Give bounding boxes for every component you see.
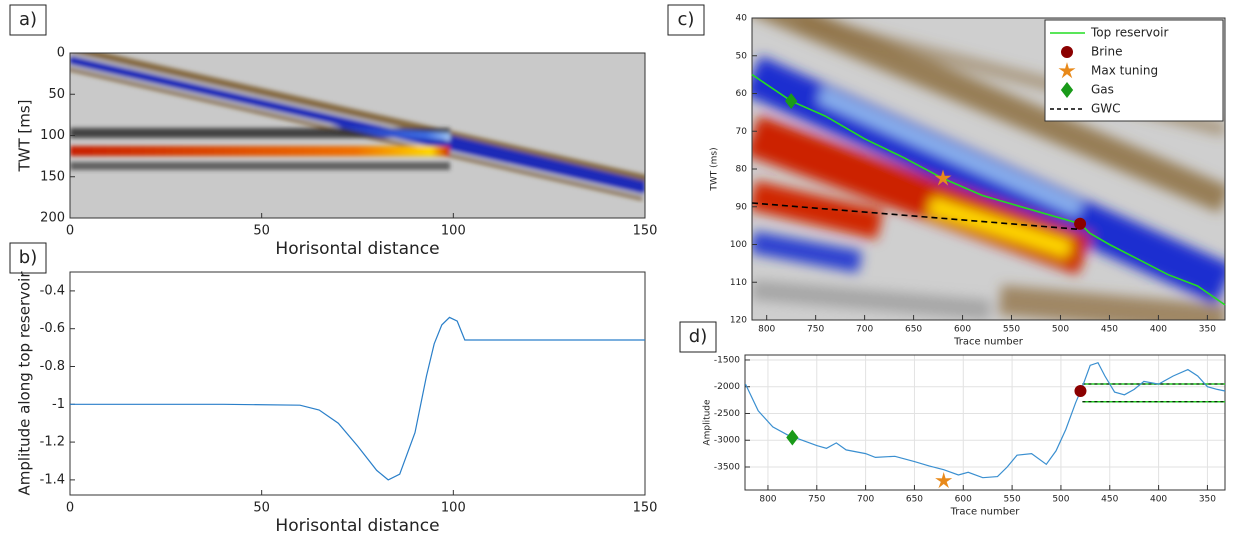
x-tick-label: 650	[905, 325, 922, 335]
series-line	[744, 361, 1226, 479]
plot-frame	[744, 354, 1226, 491]
y-tick-label: 40	[736, 14, 748, 24]
x-tick-label: 0	[66, 501, 74, 516]
y-tick-label: -2000	[714, 382, 740, 392]
y-tick-label: -1	[52, 397, 65, 412]
x-tick-label: 750	[808, 495, 825, 505]
panel-label-box	[667, 4, 705, 36]
x-tick-label: 500	[1052, 325, 1069, 335]
y-tick-label: -3000	[714, 436, 740, 446]
plot-frame	[69, 271, 646, 496]
x-tick-label: 650	[906, 495, 923, 505]
y-axis-label: TWT (ms)	[710, 147, 720, 191]
x-tick-label: 550	[1003, 325, 1020, 335]
x-tick-label: 350	[1199, 325, 1216, 335]
y-tick-label: 0	[57, 46, 65, 61]
marker	[1074, 385, 1087, 398]
x-axis-label: Horisontal distance	[275, 516, 439, 536]
marker	[786, 429, 799, 446]
legend-label: Top reservoir	[1090, 26, 1168, 40]
x-tick-label: 550	[1004, 495, 1021, 505]
legend-marker	[1058, 62, 1076, 79]
x-tick-label: 600	[955, 495, 972, 505]
panel-label: b)	[19, 247, 37, 268]
x-tick-label: 0	[66, 224, 74, 239]
legend-marker	[1060, 82, 1074, 98]
x-tick-label: 100	[441, 501, 466, 516]
panel-label-box	[679, 321, 717, 353]
legend-label: Max tuning	[1091, 64, 1158, 78]
legend-box	[1044, 19, 1224, 122]
seismic-image	[752, 18, 1225, 320]
y-tick-label: 200	[40, 211, 65, 226]
y-tick-label: 70	[736, 127, 748, 137]
x-tick-label: 800	[758, 325, 775, 335]
series-line	[751, 202, 1081, 231]
marker	[935, 471, 953, 489]
y-tick-label: 80	[736, 165, 748, 175]
x-tick-label: 750	[807, 325, 824, 335]
x-tick-label: 450	[1101, 495, 1118, 505]
x-tick-label: 450	[1101, 325, 1118, 335]
marker	[785, 93, 798, 110]
legend-marker	[1061, 46, 1073, 58]
y-tick-label: 110	[730, 278, 747, 288]
y-tick-label: -1500	[714, 355, 740, 365]
x-tick-label: 800	[759, 495, 776, 505]
y-tick-label: 120	[730, 316, 747, 326]
x-tick-label: 100	[441, 224, 466, 239]
y-tick-label: 50	[736, 51, 748, 61]
y-tick-label: 60	[736, 89, 748, 99]
series-line	[751, 73, 1226, 306]
y-axis-label: TWT [ms]	[16, 99, 34, 172]
y-tick-label: 50	[48, 87, 65, 102]
seismic-image	[70, 53, 645, 218]
y-tick-label: -1.4	[40, 472, 65, 487]
x-tick-label: 600	[954, 325, 971, 335]
y-tick-label: 100	[730, 240, 747, 250]
x-tick-label: 700	[856, 325, 873, 335]
panel-label: c)	[678, 9, 695, 30]
y-axis-label: Amplitude along top reservoir	[16, 271, 34, 496]
legend-label: GWC	[1091, 102, 1121, 116]
x-tick-label: 500	[1052, 495, 1069, 505]
y-axis-label: Amplitude	[703, 399, 713, 446]
panel-label-box	[9, 4, 47, 36]
x-axis-label: Trace number	[953, 337, 1024, 348]
series-line	[70, 316, 645, 481]
y-tick-label: -0.4	[40, 283, 65, 298]
x-axis-label: Horisontal distance	[275, 239, 439, 259]
legend-label: Gas	[1091, 83, 1114, 97]
panel-label-box	[9, 242, 47, 274]
y-tick-label: -3500	[714, 462, 740, 472]
legend-label: Brine	[1091, 45, 1123, 59]
y-tick-label: 100	[40, 128, 65, 143]
x-tick-label: 50	[253, 224, 270, 239]
y-tick-label: 90	[736, 202, 748, 212]
marker	[934, 169, 952, 186]
x-tick-label: 400	[1150, 495, 1167, 505]
x-tick-label: 400	[1150, 325, 1167, 335]
x-tick-label: 350	[1199, 495, 1216, 505]
x-tick-label: 150	[633, 224, 658, 239]
x-tick-label: 50	[253, 501, 270, 516]
y-tick-label: -2500	[714, 409, 740, 419]
x-axis-label: Trace number	[950, 507, 1021, 518]
panel-label: d)	[689, 326, 707, 347]
y-tick-label: -0.6	[40, 321, 65, 336]
y-tick-label: -1.2	[40, 435, 65, 450]
marker	[1074, 217, 1087, 230]
y-tick-label: 150	[40, 169, 65, 184]
x-tick-label: 150	[633, 501, 658, 516]
x-tick-label: 700	[857, 495, 874, 505]
y-tick-label: -0.8	[40, 359, 65, 374]
panel-label: a)	[19, 9, 37, 30]
